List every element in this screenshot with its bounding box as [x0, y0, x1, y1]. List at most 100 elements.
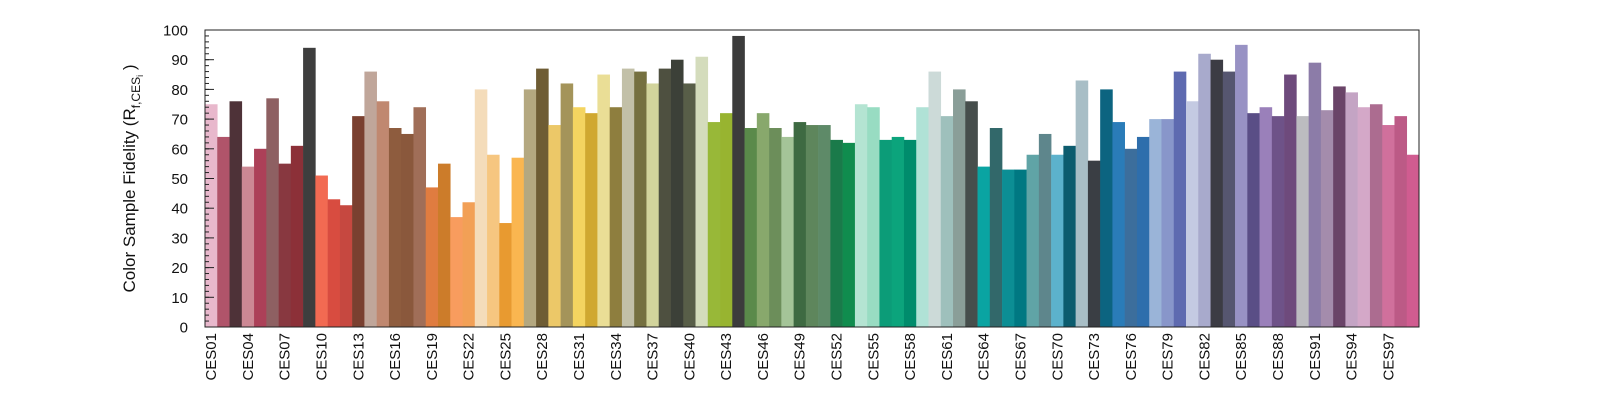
bar-CES42: [707, 122, 721, 327]
bar-CES23: [474, 89, 488, 328]
bar-CES27: [523, 89, 537, 328]
x-tick-label: CES01: [203, 333, 220, 381]
y-axis-label: Color Sample Fidelity (Rf,CESi ): [120, 65, 145, 293]
y-tick-label: 0: [180, 320, 188, 337]
bar-CES44: [732, 35, 745, 327]
bar-CES69: [1038, 133, 1052, 327]
bar-CES84: [1222, 71, 1236, 327]
bar-CES78: [1149, 119, 1162, 327]
bar-CES56: [879, 139, 892, 327]
x-tick-label: CES82: [1196, 333, 1213, 381]
bar-CES83: [1210, 59, 1224, 327]
bar-CES09: [303, 47, 316, 327]
bar-CES80: [1173, 71, 1187, 327]
bar-CES04: [241, 166, 255, 327]
bar-CES20: [437, 163, 451, 327]
bar-CES45: [744, 128, 758, 327]
bar-CES68: [1026, 154, 1040, 327]
bar-CES38: [658, 68, 672, 328]
x-tick-label: CES67: [1012, 333, 1029, 381]
bar-CES29: [548, 125, 561, 327]
y-axis-title: Color Sample Fidelity (Rf,CESi ): [120, 65, 145, 293]
bar-CES89: [1284, 74, 1297, 327]
bar-CES71: [1063, 145, 1076, 327]
bar-CES73: [1087, 160, 1101, 327]
bar-CES79: [1161, 119, 1175, 327]
bar-CES94: [1345, 92, 1358, 328]
bar-CES76: [1124, 148, 1138, 327]
bar-CES37: [646, 83, 660, 328]
x-tick-label: CES16: [387, 333, 404, 381]
x-tick-label: CES40: [681, 333, 698, 381]
bar-CES24: [487, 154, 500, 327]
x-tick-label: CES22: [461, 333, 478, 381]
bar-CES18: [413, 107, 427, 327]
bar-CES66: [1002, 169, 1015, 327]
bar-CES88: [1271, 116, 1285, 327]
bar-CES93: [1333, 86, 1346, 328]
bar-CES90: [1296, 116, 1309, 327]
bar-CES39: [670, 59, 684, 327]
bar-CES75: [1112, 122, 1125, 327]
bar-CES85: [1235, 44, 1248, 327]
bar-CES74: [1100, 89, 1113, 328]
bar-CES13: [352, 116, 365, 327]
x-tick-label: CES79: [1160, 333, 1177, 381]
x-tick-label: CES55: [865, 333, 882, 381]
bar-CES16: [388, 128, 402, 327]
bar-CES05: [254, 148, 267, 327]
bar-CES67: [1014, 169, 1027, 327]
bar-CES12: [339, 205, 353, 327]
bar-CES92: [1320, 110, 1334, 327]
x-tick-label: CES25: [497, 333, 514, 381]
bar-CES49: [793, 122, 807, 327]
bar-CES22: [462, 202, 476, 327]
bar-CES64: [977, 166, 991, 327]
bar-CES96: [1369, 104, 1383, 327]
bar-CES98: [1394, 116, 1408, 327]
bar-CES62: [953, 89, 966, 328]
y-axis-title-main: Color Sample Fidelity (R: [120, 108, 139, 292]
x-tick-label: CES04: [240, 333, 257, 381]
y-tick-label: 50: [171, 171, 188, 188]
bar-CES25: [499, 223, 512, 327]
bar-CES03: [229, 101, 243, 327]
x-tick-label: CES70: [1049, 333, 1066, 381]
x-tick-label: CES13: [350, 333, 367, 381]
bar-CES36: [634, 71, 647, 327]
y-axis-title-subscript: f,CES: [129, 77, 143, 108]
bar-CES72: [1075, 80, 1089, 328]
x-tick-label: CES10: [313, 333, 330, 381]
bar-CES58: [903, 139, 917, 327]
bar-CES50: [805, 125, 819, 327]
bar-CES30: [560, 83, 574, 328]
bar-CES97: [1382, 125, 1395, 327]
x-tick-label: CES07: [277, 333, 294, 381]
bar-CES01: [205, 104, 218, 327]
bar-CES10: [315, 175, 328, 327]
bar-CES35: [621, 68, 635, 328]
bar-CES26: [511, 157, 525, 327]
x-tick-label: CES91: [1307, 333, 1324, 381]
bar-CES08: [290, 145, 304, 327]
y-axis-title-subscript2: i: [135, 75, 145, 77]
x-tick-label: CES34: [608, 333, 625, 381]
x-tick-label: CES52: [829, 333, 846, 381]
x-tick-label: CES94: [1344, 333, 1361, 381]
y-axis-title-close: ): [120, 65, 139, 75]
y-tick-label: 10: [171, 290, 188, 307]
x-tick-label: CES37: [645, 333, 662, 381]
bar-CES86: [1247, 113, 1260, 327]
bar-CES87: [1259, 107, 1273, 327]
x-tick-label: CES28: [534, 333, 551, 381]
bar-CES82: [1198, 53, 1211, 327]
bar-CES91: [1308, 62, 1322, 328]
bar-CES47: [769, 128, 782, 327]
bar-CES41: [695, 56, 709, 327]
bar-CES32: [585, 113, 598, 327]
y-tick-label: 90: [171, 52, 188, 69]
bar-CES06: [266, 98, 279, 327]
bar-CES28: [536, 68, 549, 328]
